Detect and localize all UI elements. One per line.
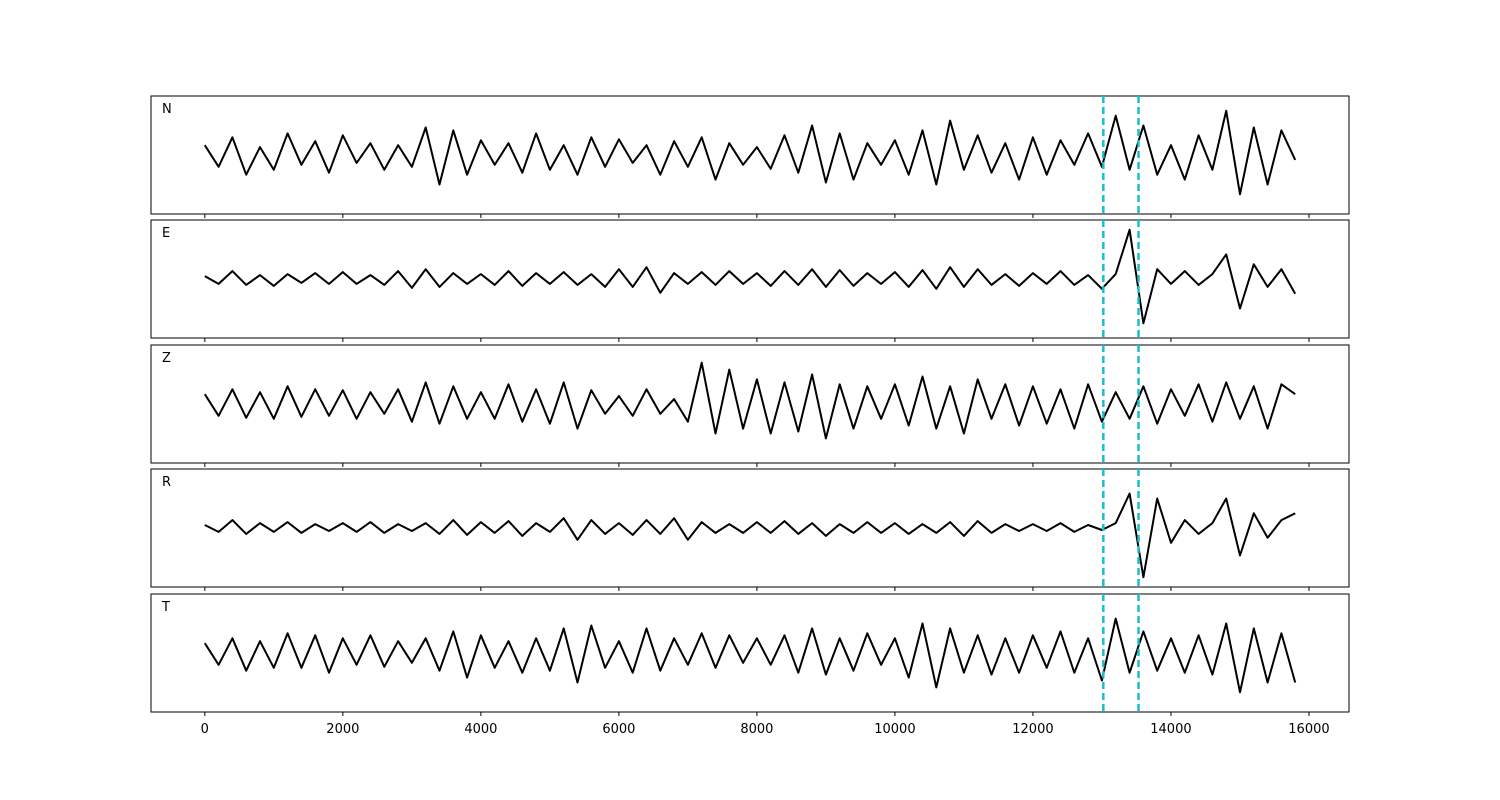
trace [204, 492, 1296, 579]
x-tick-label: 4000 [464, 722, 497, 737]
x-tick-label: 0 [201, 722, 209, 737]
panel-label: T [161, 600, 170, 615]
panel-frame [150, 468, 1350, 588]
trace [203, 361, 1296, 440]
x-tick-label: 14000 [1150, 722, 1191, 737]
panel-label: E [162, 226, 170, 241]
x-tick-label: 6000 [602, 722, 635, 737]
x-tick-label: 10000 [874, 722, 915, 737]
trace [203, 617, 1297, 694]
trace [203, 109, 1297, 196]
panel-frame [150, 593, 1350, 713]
panel-label: Z [162, 351, 171, 366]
panel-frame [150, 219, 1350, 339]
x-tick-label: 8000 [740, 722, 773, 737]
trace [204, 228, 1297, 325]
panel-frame [150, 95, 1350, 215]
panel-frame [150, 344, 1350, 464]
x-tick-label: 16000 [1288, 722, 1329, 737]
x-tick-label: 2000 [326, 722, 359, 737]
panel-label: R [162, 475, 171, 490]
panel-label: N [162, 102, 172, 117]
x-tick-label: 12000 [1012, 722, 1053, 737]
